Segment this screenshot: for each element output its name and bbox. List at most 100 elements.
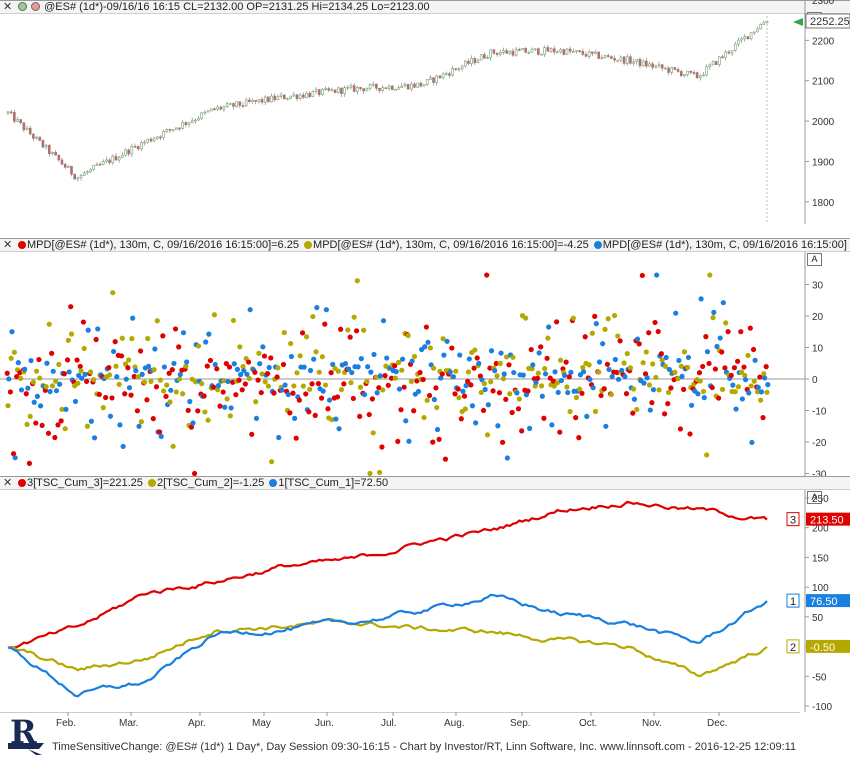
mpd-point — [600, 341, 606, 347]
close-pane-icon[interactable]: ✕ — [3, 239, 13, 251]
pane-toggle-green-icon[interactable] — [18, 2, 27, 11]
red-dot-icon — [18, 479, 26, 487]
mpd-point — [364, 378, 370, 385]
close-pane-icon[interactable]: ✕ — [3, 477, 13, 489]
mpd-point — [5, 403, 11, 409]
mpd-point — [355, 364, 361, 370]
mpd-point — [473, 420, 479, 426]
candle-body — [248, 99, 251, 103]
candle-body — [302, 94, 305, 98]
autoscale-button[interactable]: A — [807, 253, 822, 266]
candle-body — [92, 165, 96, 170]
candle-body — [206, 110, 210, 113]
candle-body — [67, 165, 70, 168]
mpd-point — [47, 388, 53, 395]
mpd-point — [535, 370, 541, 376]
mpd-point — [488, 348, 495, 354]
mpd-point — [87, 369, 94, 375]
mpd-point — [665, 401, 671, 407]
mpd-point — [238, 372, 244, 378]
mpd-point — [49, 350, 55, 356]
mpd-point — [100, 405, 106, 411]
mpd-point — [25, 385, 31, 391]
mpd-point — [484, 272, 490, 278]
close-pane-icon[interactable]: ✕ — [3, 1, 13, 13]
mpd-point — [758, 397, 764, 403]
mpd-point — [681, 349, 688, 355]
candle-body — [165, 129, 169, 132]
candle-body — [175, 127, 178, 130]
mpd-point — [256, 350, 262, 356]
candle-body — [460, 65, 464, 70]
mpd-point — [129, 336, 135, 342]
candle-body — [60, 159, 64, 165]
mpd-point — [511, 369, 517, 376]
mpd-point — [72, 398, 79, 405]
candle-body — [438, 75, 442, 79]
mpd-point — [746, 390, 752, 396]
candle-body — [552, 48, 556, 53]
mpd-point — [24, 421, 30, 427]
mpd-point — [211, 384, 217, 390]
month-label: Jun. — [315, 718, 334, 729]
mpd-point — [426, 392, 433, 399]
mpd-point — [138, 419, 144, 425]
mpd-point — [725, 329, 731, 335]
candle-body — [51, 152, 54, 154]
tsc-pane-header: ✕ 3[TSC_Cum_3]=221.25 2[TSC_Cum_2]=-1.25… — [0, 476, 850, 490]
mpd-point — [722, 365, 728, 371]
mpd-point — [598, 392, 604, 399]
mpd-point — [538, 344, 544, 350]
mpd-point — [206, 331, 212, 337]
mpd-point — [623, 391, 630, 397]
mpd-point — [141, 379, 148, 385]
candle-body — [349, 85, 353, 88]
mpd-point — [180, 330, 187, 336]
mpd-point — [576, 435, 582, 441]
mpd-point — [497, 360, 503, 366]
candle-body — [514, 49, 518, 56]
mpd-point — [552, 369, 558, 375]
mpd-point — [557, 429, 563, 435]
last-price-marker: 2252.25 — [793, 13, 850, 29]
candle-body — [321, 88, 324, 95]
mpd-point — [507, 391, 513, 397]
candle-body — [295, 94, 299, 99]
mpd-point — [573, 415, 579, 421]
tsc-y-tick-label: 250 — [812, 494, 829, 505]
mpd-point — [330, 361, 336, 368]
mpd-point — [403, 418, 409, 424]
mpd-point — [565, 389, 571, 396]
mpd-point — [503, 354, 510, 360]
mpd-point — [303, 334, 310, 340]
mpd-point — [37, 375, 43, 381]
mpd-point — [586, 362, 592, 368]
pane-toggle-red-icon[interactable] — [31, 2, 41, 11]
candle-body — [483, 54, 486, 59]
mpd-point — [373, 374, 379, 380]
mpd-point — [430, 365, 437, 371]
blue-dot-icon — [593, 241, 602, 249]
candle-body — [47, 144, 51, 154]
mpd-point — [294, 370, 300, 376]
candle-body — [162, 131, 165, 138]
candle-body — [184, 122, 188, 125]
mpd-point — [139, 371, 145, 377]
candle-body — [699, 75, 702, 79]
candle-body — [57, 154, 61, 161]
mpd-point — [754, 389, 761, 395]
mpd-point — [287, 410, 293, 416]
mpd-point — [28, 357, 34, 364]
mpd-point — [314, 304, 320, 311]
candle-body — [130, 146, 134, 155]
mpd-point — [237, 344, 243, 350]
candle-body — [743, 36, 747, 40]
mpd-point — [573, 394, 580, 401]
candle-body — [105, 159, 108, 162]
mpd-point — [119, 335, 125, 341]
candle-body — [587, 51, 591, 57]
candle-body — [86, 171, 89, 174]
mpd-point — [353, 328, 360, 334]
mpd-point — [281, 329, 287, 336]
mpd-point — [33, 420, 39, 426]
